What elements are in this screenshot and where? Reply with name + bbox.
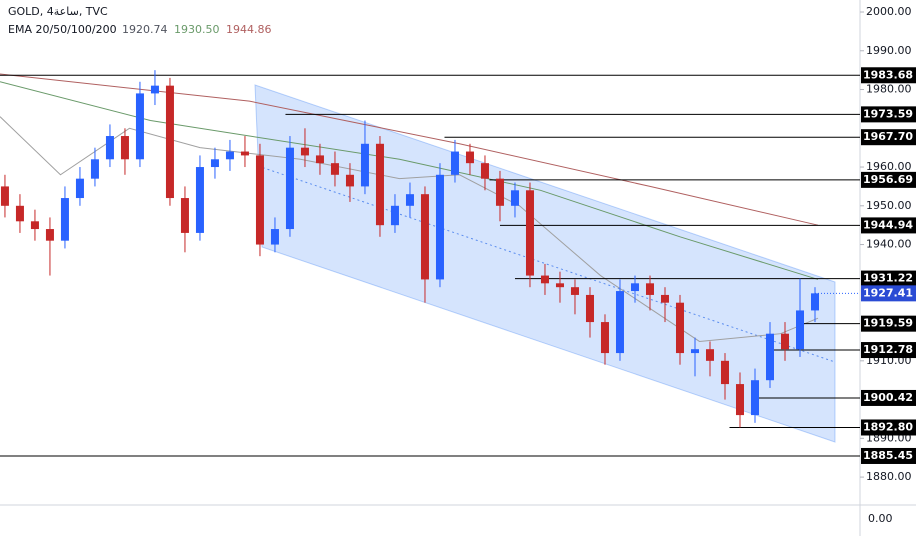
candle-body — [540, 275, 549, 284]
candle-body — [480, 163, 489, 179]
level-tag-label: 1973.59 — [863, 107, 913, 120]
candle-body — [375, 143, 384, 226]
candle-body — [315, 155, 324, 164]
candle-body — [150, 85, 159, 94]
level-tag — [861, 106, 916, 123]
candle-body — [600, 322, 609, 354]
level-tag — [861, 217, 916, 234]
candle-body — [180, 198, 189, 233]
level-tag — [861, 342, 916, 359]
candle-body — [705, 349, 714, 361]
ema-line — [0, 81, 819, 280]
candle-body — [210, 159, 219, 168]
y-tick-label: 1960.00 — [866, 160, 912, 173]
candle-body — [90, 159, 99, 179]
level-tag-label: 1900.42 — [863, 391, 913, 404]
level-tag — [861, 419, 916, 436]
candle-body — [165, 85, 174, 199]
level-tag-label: 1912.78 — [863, 343, 913, 356]
candle-body — [405, 194, 414, 206]
level-tag — [861, 171, 916, 188]
candle-body — [690, 349, 699, 354]
level-tag — [861, 447, 916, 464]
candle-body — [195, 167, 204, 233]
candle-body — [225, 151, 234, 160]
level-tag-label: 1956.69 — [863, 173, 913, 186]
candle-body — [810, 293, 819, 311]
candle-body — [420, 194, 429, 280]
candle-body — [675, 302, 684, 354]
level-tag — [861, 270, 916, 287]
candle-body — [330, 163, 339, 175]
y-tick-label: 1950.00 — [866, 199, 912, 212]
indicator-name: EMA 20/50/100/200 — [8, 23, 117, 36]
level-tag-label: 1892.80 — [863, 420, 913, 433]
level-tag — [861, 389, 916, 406]
level-tag — [861, 129, 916, 146]
candle-body — [30, 221, 39, 230]
last-price-tag — [861, 285, 916, 302]
candle-body — [570, 287, 579, 295]
candle-body — [135, 93, 144, 160]
candle-body — [780, 333, 789, 350]
candle-body — [555, 283, 564, 288]
level-tag-label: 1967.70 — [863, 130, 913, 143]
candle-body — [645, 283, 654, 295]
ema-line — [0, 116, 819, 342]
y-tick-label: 1980.00 — [866, 83, 912, 96]
candle-body — [510, 190, 519, 206]
candle-body — [75, 178, 84, 199]
ema-value: 1920.74 — [122, 23, 168, 36]
level-tag-label: 1944.94 — [863, 218, 913, 231]
candle-body — [525, 190, 534, 276]
candle-body — [765, 333, 774, 381]
level-tag-label: 1919.59 — [863, 317, 913, 330]
ema-value: 1930.50 — [174, 23, 220, 36]
y-tick-label: 2000.00 — [866, 5, 912, 18]
level-tag-label: 1931.22 — [863, 272, 913, 285]
candle-body — [720, 360, 729, 385]
candle-body — [300, 147, 309, 156]
candle-body — [435, 174, 444, 280]
candle-body — [45, 229, 54, 241]
candle-body — [120, 136, 129, 160]
pane-label: 0.00 — [868, 512, 893, 525]
candle-body — [240, 151, 249, 156]
y-tick-label: 1990.00 — [866, 44, 912, 57]
candle-body — [750, 380, 759, 416]
candle-body — [270, 229, 279, 245]
level-tag-label: 1885.45 — [863, 449, 913, 462]
candle-body — [630, 283, 639, 292]
candle-body — [390, 205, 399, 226]
level-tag — [861, 315, 916, 332]
candle-body — [285, 147, 294, 230]
candle-body — [345, 174, 354, 187]
last-price-label: 1927.41 — [863, 286, 913, 299]
candle-body — [735, 384, 744, 416]
channel-midline — [257, 165, 836, 363]
ema-value: 1944.86 — [226, 23, 272, 36]
y-tick-label: 1880.00 — [866, 470, 912, 483]
candle-body — [615, 291, 624, 354]
candle-body — [795, 310, 804, 350]
candle-body — [660, 294, 669, 303]
candle-body — [60, 198, 69, 241]
candle-body — [585, 294, 594, 323]
level-tag — [861, 67, 916, 84]
candle-body — [450, 151, 459, 175]
candle-body — [255, 155, 264, 245]
level-tag-label: 1983.68 — [863, 68, 913, 81]
candle-body — [495, 178, 504, 206]
candle-body — [360, 143, 369, 187]
y-tick-label: 1940.00 — [866, 238, 912, 251]
candle-body — [0, 186, 9, 206]
symbol-title: GOLD, 4ساعة, TVC — [8, 5, 108, 18]
candle-body — [105, 136, 114, 160]
candle-body — [15, 205, 24, 222]
candle-body — [465, 151, 474, 164]
